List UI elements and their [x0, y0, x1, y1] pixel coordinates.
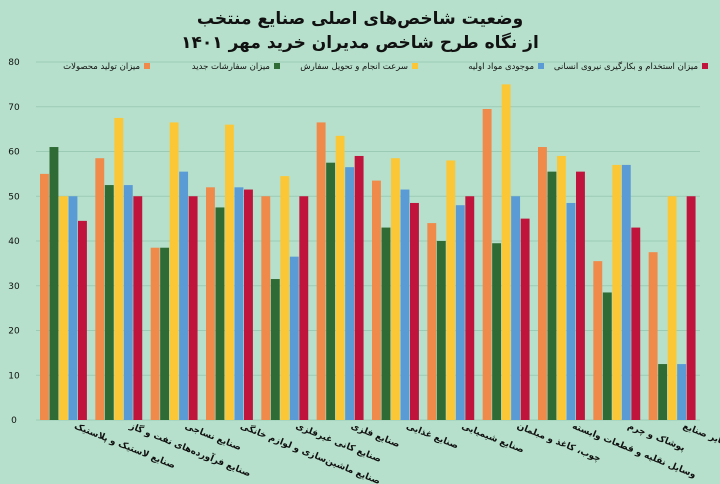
bar: [501, 84, 511, 420]
bar: [169, 122, 179, 420]
legend-label: میزان سفارشات جدید: [192, 62, 270, 72]
bar: [410, 202, 419, 420]
bar: [59, 196, 68, 420]
bar: [133, 196, 143, 420]
legend-swatch: [412, 63, 418, 69]
bar: [104, 185, 114, 420]
bar: [612, 164, 622, 420]
x-category-label: سایر صنایع: [681, 422, 720, 450]
bar: [391, 158, 400, 420]
bar: [557, 155, 566, 420]
y-tick-label: 40: [8, 237, 20, 247]
bar: [150, 247, 160, 420]
bar: [520, 218, 530, 420]
bar: [244, 189, 253, 420]
legend-swatch: [274, 63, 280, 69]
bar: [335, 135, 345, 420]
x-category-label: صنایع شیمیایی: [460, 422, 525, 456]
bar: [95, 158, 105, 420]
bar: [123, 185, 133, 420]
legend-label: میزان استخدام و بکارگیری نیروی انسانی: [554, 61, 698, 72]
bar: [400, 189, 410, 420]
bar: [78, 220, 87, 420]
bar: [206, 187, 215, 420]
bar: [280, 176, 290, 420]
bar: [631, 227, 641, 420]
bar: [354, 155, 364, 420]
bar: [658, 364, 668, 420]
x-category-label: صنایع لاستیک و پلاستیک: [73, 422, 177, 472]
bar: [299, 196, 309, 420]
bar: [289, 256, 299, 420]
bar: [160, 247, 170, 420]
bar: [345, 167, 355, 420]
legend-swatch: [144, 63, 150, 69]
bar: [667, 196, 677, 420]
bar: [436, 241, 446, 420]
y-tick-label: 20: [8, 327, 20, 337]
y-tick-label: 70: [8, 103, 20, 113]
legend-label: میزان تولید محصولات: [63, 62, 140, 72]
x-category-label: صنایع غذایی: [405, 422, 460, 452]
chart-title-line-1: وضعیت شاخص‌های اصلی صنایع منتخب: [197, 9, 523, 29]
legend-label: سرعت انجام و تحویل سفارش: [300, 62, 408, 72]
bar: [40, 173, 49, 420]
bar: [446, 160, 456, 420]
bar: [547, 171, 557, 420]
bar: [381, 227, 391, 420]
bar: [465, 196, 475, 420]
y-tick-label: 50: [8, 192, 20, 202]
y-tick-label: 80: [8, 58, 20, 68]
bar: [68, 196, 78, 420]
legend-label: موجودی مواد اولیه: [468, 62, 534, 72]
bar: [576, 171, 585, 420]
bar: [215, 207, 225, 420]
y-tick-label: 30: [8, 282, 20, 292]
y-tick-label: 60: [8, 148, 20, 158]
bar: [316, 122, 326, 420]
y-tick-label: 10: [8, 371, 20, 381]
bar: [270, 279, 280, 420]
bar: [482, 108, 492, 421]
bar: [686, 196, 696, 420]
bar: [326, 162, 336, 420]
bar: [261, 196, 271, 420]
bar: [593, 261, 603, 420]
bar: [234, 187, 244, 420]
bar: [49, 147, 59, 420]
legend-swatch: [538, 63, 544, 69]
bar: [511, 196, 521, 420]
bar: [225, 124, 234, 421]
bar: [677, 364, 687, 420]
bar: [602, 292, 612, 420]
bar: [372, 180, 381, 420]
bar: [455, 205, 465, 420]
bar: [492, 243, 502, 420]
bar: [648, 252, 658, 420]
bar: [566, 202, 576, 420]
bar: [114, 117, 124, 420]
bar: [188, 196, 198, 420]
bar: [179, 171, 189, 420]
bar: [621, 164, 631, 420]
bar: [538, 147, 547, 420]
legend-swatch: [702, 63, 708, 69]
y-tick-label: 0: [11, 416, 17, 426]
bar: [427, 223, 437, 420]
chart-title-line-2: از نگاه طرح شاخص مدیران خرید مهر ۱۴۰۱: [181, 32, 539, 53]
